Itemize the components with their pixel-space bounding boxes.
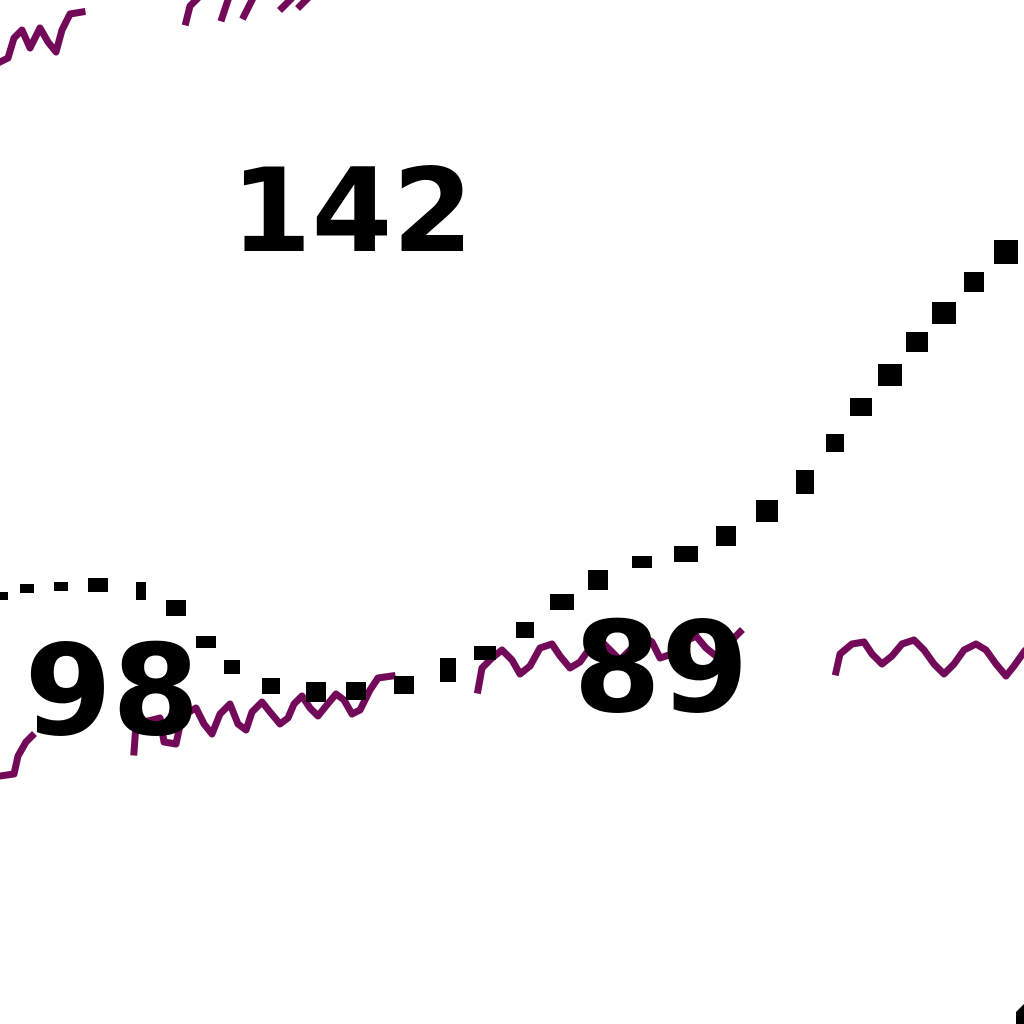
boundary-dot [756, 500, 778, 522]
wavy-line-right [831, 636, 1024, 680]
wavy-line-left-lower [0, 731, 37, 780]
boundary-dot [516, 622, 534, 638]
boundary-dot [0, 592, 8, 600]
boundary-dot [796, 470, 814, 494]
boundary-dot [850, 398, 872, 416]
boundary-dot [994, 240, 1018, 264]
boundary-fragment-bottom-right [1016, 1004, 1024, 1024]
spot-height-east: 89 [573, 594, 748, 741]
boundary-dot [20, 584, 34, 593]
boundary-dot [550, 594, 574, 610]
boundary-dot [826, 434, 844, 452]
boundary-dot [166, 600, 186, 616]
boundary-dot [674, 546, 698, 562]
boundary-dot [474, 646, 496, 660]
spot-height-west: 98 [24, 617, 199, 764]
boundary-dot [588, 570, 608, 590]
boundary-dot [716, 526, 736, 546]
boundary-dot [394, 676, 414, 694]
boundary-dot [88, 578, 108, 592]
wavy-line-middle [130, 672, 396, 756]
boundary-dot [346, 682, 366, 700]
wavy-line-center-right [473, 627, 745, 695]
boundary-dot [224, 660, 240, 674]
wavy-line-top-center [181, 0, 311, 27]
dotted-boundary [0, 240, 1024, 1024]
boundary-dot [440, 658, 456, 682]
boundary-dot [136, 582, 146, 600]
boundary-dot [906, 332, 928, 352]
wavy-features [0, 0, 1024, 780]
boundary-dot [964, 272, 984, 292]
boundary-dot [196, 636, 216, 648]
boundary-dot [878, 364, 902, 386]
wavy-line-top-left [0, 7, 87, 66]
spot-height-peak: 142 [231, 144, 473, 279]
boundary-dot [306, 682, 326, 702]
boundary-dot [932, 302, 956, 324]
boundary-dot [632, 556, 652, 568]
boundary-dot [54, 582, 68, 591]
boundary-dot [262, 678, 280, 694]
